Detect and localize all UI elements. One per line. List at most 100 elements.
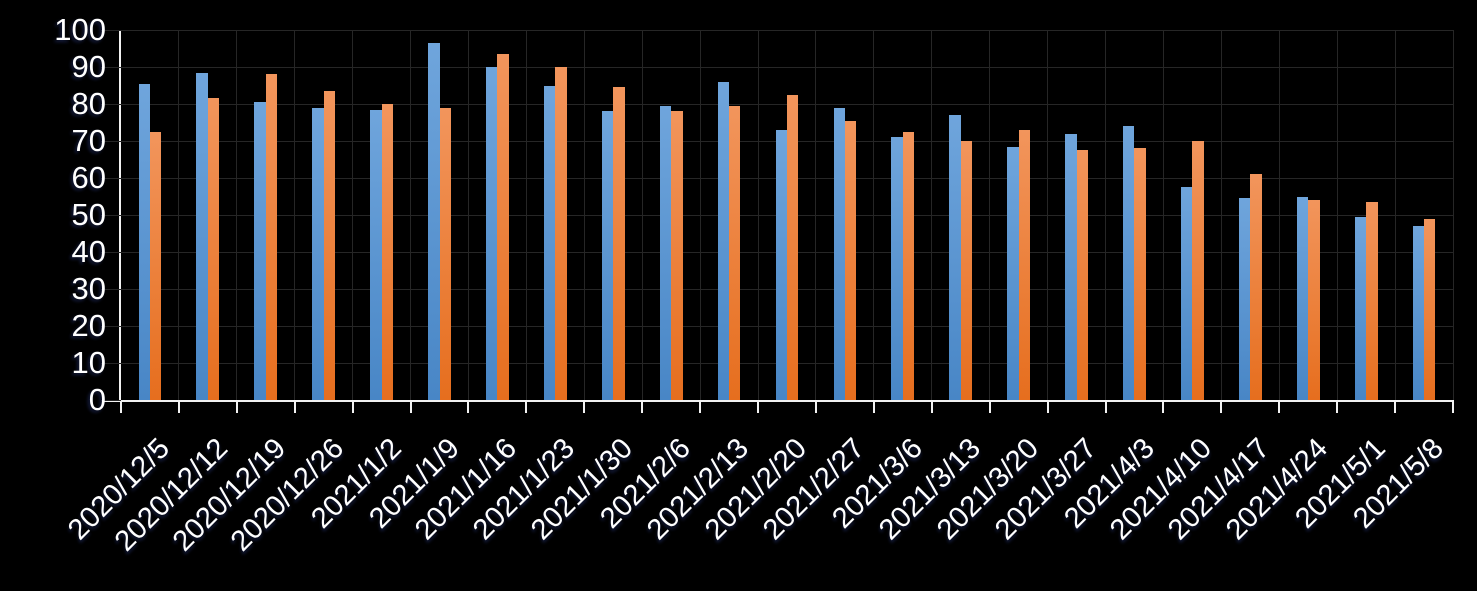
gridline-vertical bbox=[1336, 30, 1338, 400]
gridline-vertical bbox=[931, 30, 933, 400]
gridline-vertical bbox=[410, 30, 412, 400]
bar-series-orange bbox=[671, 111, 683, 400]
y-axis-label: 0 bbox=[88, 382, 106, 417]
bar-series-orange bbox=[1424, 218, 1436, 400]
gridline-vertical bbox=[1278, 30, 1280, 400]
bar-series-orange bbox=[960, 141, 973, 400]
x-axis-tick bbox=[641, 402, 644, 413]
bar-series-orange bbox=[613, 87, 625, 400]
bar-series-blue bbox=[659, 105, 672, 400]
bar-series-blue bbox=[891, 137, 903, 400]
x-axis-tick bbox=[814, 402, 817, 413]
x-axis-tick bbox=[988, 402, 991, 413]
x-axis-tick bbox=[1104, 402, 1107, 413]
bar-series-blue bbox=[833, 107, 845, 400]
y-axis-tick bbox=[101, 104, 121, 105]
y-axis-label: 40 bbox=[71, 234, 106, 269]
bar-series-orange bbox=[497, 54, 509, 400]
bar-series-orange bbox=[207, 98, 220, 400]
y-axis-label: 30 bbox=[71, 271, 106, 306]
y-axis-label: 50 bbox=[71, 197, 106, 232]
x-axis-tick bbox=[177, 402, 180, 413]
bar-series-blue bbox=[1007, 146, 1019, 400]
x-axis-tick bbox=[872, 402, 875, 413]
bar-series-blue bbox=[196, 72, 208, 400]
x-axis-tick bbox=[1452, 402, 1454, 413]
bar-series-blue bbox=[1123, 126, 1135, 400]
y-axis-label: 90 bbox=[71, 49, 106, 84]
bar-series-blue bbox=[1238, 198, 1251, 400]
gridline-horizontal bbox=[121, 29, 1453, 31]
y-axis-line bbox=[119, 30, 121, 402]
x-axis-tick bbox=[1336, 402, 1339, 413]
bar-series-blue bbox=[254, 102, 266, 400]
bar-series-orange bbox=[1308, 200, 1320, 400]
bar-series-blue bbox=[601, 111, 614, 400]
x-axis-tick bbox=[1394, 402, 1397, 413]
x-axis-tick bbox=[525, 402, 528, 413]
bar-series-blue bbox=[1354, 216, 1367, 400]
gridline-horizontal bbox=[121, 66, 1453, 68]
x-axis-tick bbox=[757, 402, 760, 413]
gridline-vertical bbox=[352, 30, 354, 400]
bar-series-blue bbox=[428, 42, 440, 400]
bar-series-orange bbox=[787, 94, 799, 400]
gridline-vertical bbox=[641, 30, 643, 400]
x-axis-line bbox=[103, 400, 1454, 402]
bar-series-blue bbox=[138, 83, 150, 400]
x-axis-tick bbox=[293, 402, 296, 413]
gridline-vertical bbox=[1047, 30, 1049, 400]
bar-series-blue bbox=[370, 109, 382, 400]
y-axis-label: 20 bbox=[71, 308, 106, 343]
bar-series-blue bbox=[543, 85, 556, 400]
gridline-vertical bbox=[294, 30, 296, 400]
gridline-vertical bbox=[1220, 30, 1222, 400]
bar-series-orange bbox=[1192, 141, 1204, 400]
y-axis-tick bbox=[101, 252, 121, 253]
gridline-vertical bbox=[1162, 30, 1164, 400]
y-axis-tick bbox=[101, 363, 121, 364]
bar-series-orange bbox=[1250, 174, 1262, 400]
gridline-vertical bbox=[757, 30, 759, 400]
bar-series-blue bbox=[1065, 133, 1077, 400]
gridline-vertical bbox=[1105, 30, 1107, 400]
x-axis-tick bbox=[409, 402, 412, 413]
y-axis-label: 10 bbox=[71, 345, 106, 380]
x-axis-tick bbox=[1046, 402, 1049, 413]
y-axis-tick bbox=[101, 326, 121, 327]
bar-series-orange bbox=[902, 131, 915, 400]
x-axis-tick bbox=[1278, 402, 1281, 413]
bar-series-blue bbox=[1296, 196, 1309, 400]
gridline-vertical bbox=[1452, 30, 1454, 400]
bar-series-orange bbox=[1018, 129, 1031, 400]
gridline-vertical bbox=[583, 30, 585, 400]
bar-series-orange bbox=[1366, 202, 1378, 400]
bar-series-orange bbox=[729, 105, 741, 400]
x-axis-tick bbox=[467, 402, 470, 413]
bar-series-orange bbox=[1076, 150, 1088, 400]
y-axis-tick bbox=[101, 215, 121, 216]
bar-series-orange bbox=[439, 107, 451, 400]
y-axis-tick bbox=[101, 178, 121, 179]
y-axis-tick bbox=[101, 289, 121, 290]
bar-series-orange bbox=[149, 131, 162, 400]
bar-series-blue bbox=[312, 107, 324, 400]
bar-series-orange bbox=[323, 91, 336, 400]
bar-series-orange bbox=[265, 74, 278, 400]
y-axis-label: 80 bbox=[71, 86, 106, 121]
x-axis-tick bbox=[583, 402, 586, 413]
x-axis-tick bbox=[699, 402, 702, 413]
x-axis-tick bbox=[1220, 402, 1223, 413]
y-axis-label: 60 bbox=[71, 160, 106, 195]
bar-series-orange bbox=[844, 120, 857, 400]
gridline-vertical bbox=[467, 30, 469, 400]
y-axis-tick bbox=[101, 400, 121, 401]
bar-series-orange bbox=[555, 67, 567, 400]
gridline-vertical bbox=[178, 30, 180, 400]
y-axis-label: 70 bbox=[71, 123, 106, 158]
y-axis-tick bbox=[101, 141, 121, 142]
gridline-vertical bbox=[989, 30, 991, 400]
x-axis-tick bbox=[235, 402, 238, 413]
x-axis-tick bbox=[930, 402, 933, 413]
